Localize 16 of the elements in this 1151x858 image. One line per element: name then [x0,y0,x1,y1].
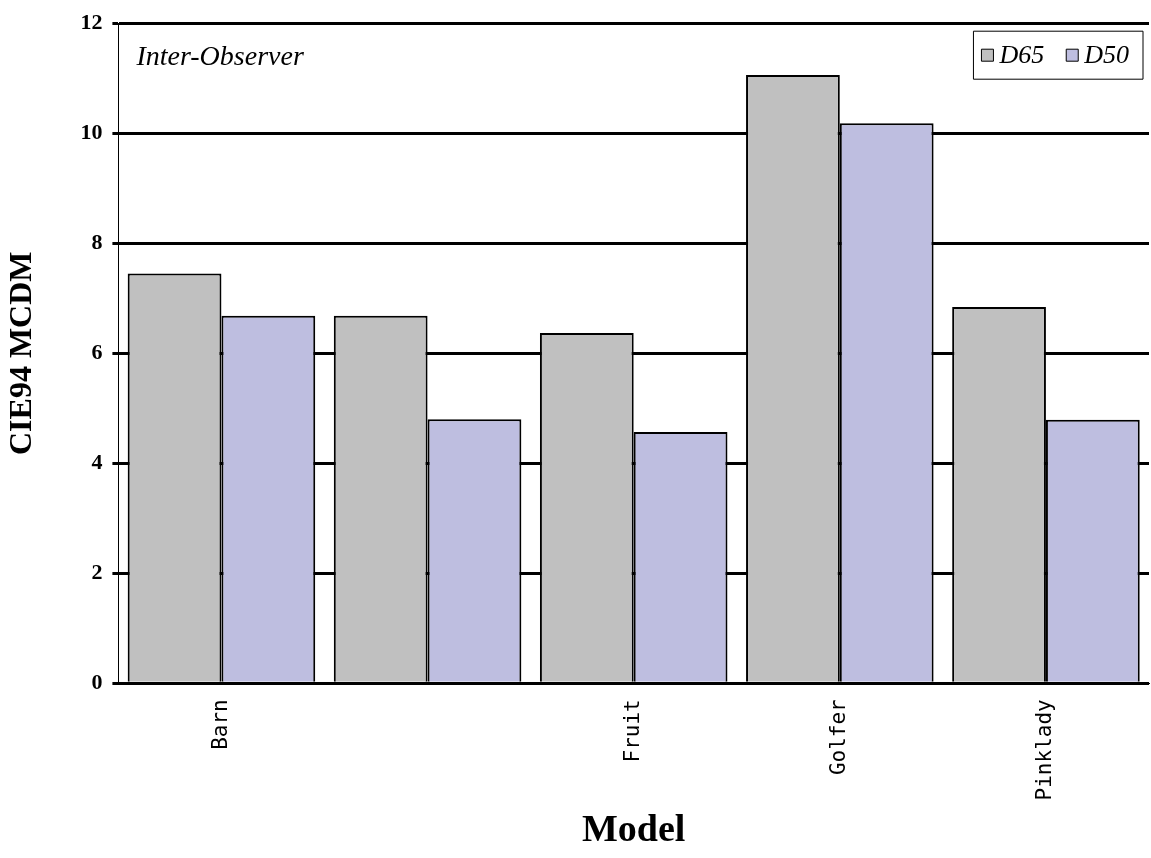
x-tick-label: Barn [207,699,232,750]
y-axis-title: CIE94 MCDM [2,251,39,455]
y-tick-label: 12 [80,8,103,34]
annotation: Inter-Observer [135,39,304,71]
y-tick-label: 10 [80,118,103,144]
x-tick-label: Fruit [620,699,645,763]
x-tick-label: Golfer [826,699,851,776]
y-tick-label: 2 [91,558,103,584]
legend-label: D65 [998,40,1045,70]
legend-label: D50 [1083,40,1129,70]
y-tick-label: 4 [91,448,103,474]
y-tick-label: 0 [91,668,103,694]
y-tick-label: 6 [91,338,103,364]
y-tick-label: 8 [91,228,103,254]
x-tick-label: Pinklady [1032,699,1057,801]
x-axis-title: Model [581,807,686,850]
